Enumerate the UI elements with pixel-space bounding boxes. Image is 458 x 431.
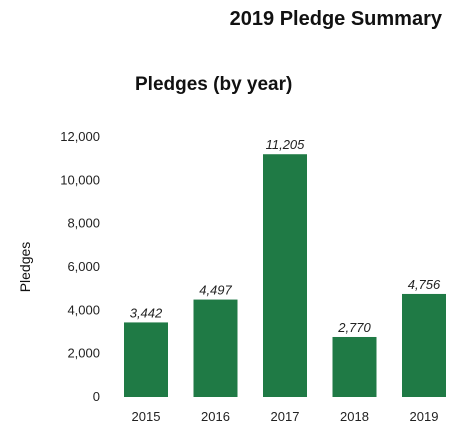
- chart-title: Pledges (by year): [135, 74, 293, 95]
- bar-2017: [263, 154, 307, 397]
- bar-2016: [193, 299, 238, 397]
- bar-2019: [402, 293, 446, 397]
- x-tick-label: 2016: [201, 409, 230, 424]
- page-title: 2019 Pledge Summary: [229, 8, 442, 30]
- bar-2015: [124, 322, 168, 397]
- y-tick-label: 2,000: [67, 346, 100, 361]
- y-tick-label: 6,000: [67, 259, 100, 274]
- data-label-2018: 2,770: [337, 320, 371, 335]
- y-tick-label: 12,000: [60, 129, 100, 144]
- data-label-2017: 11,205: [266, 137, 306, 152]
- data-labels: 3,442 4,497 11,205 2,770 4,756: [130, 137, 441, 335]
- y-tick-label: 8,000: [67, 216, 100, 231]
- data-label-2019: 4,756: [408, 277, 441, 292]
- x-tick-label: 2018: [340, 409, 369, 424]
- y-tick-label: 0: [93, 389, 100, 404]
- x-tick-labels: 2015 2016 2017 2018 2019: [132, 409, 439, 424]
- data-label-2016: 4,497: [199, 283, 232, 298]
- y-tick-labels: 0 2,000 4,000 6,000 8,000 10,000 12,000: [60, 129, 100, 404]
- bars: [124, 154, 446, 397]
- data-label-2015: 3,442: [130, 305, 163, 320]
- y-tick-label: 10,000: [60, 172, 100, 187]
- x-tick-label: 2019: [410, 409, 439, 424]
- y-axis-label: Pledges: [17, 242, 33, 293]
- y-tick-label: 4,000: [67, 302, 100, 317]
- y-axis-label-group: Pledges: [17, 242, 33, 293]
- x-tick-label: 2015: [132, 409, 161, 424]
- bar-2018: [332, 336, 377, 397]
- x-tick-label: 2017: [271, 409, 300, 424]
